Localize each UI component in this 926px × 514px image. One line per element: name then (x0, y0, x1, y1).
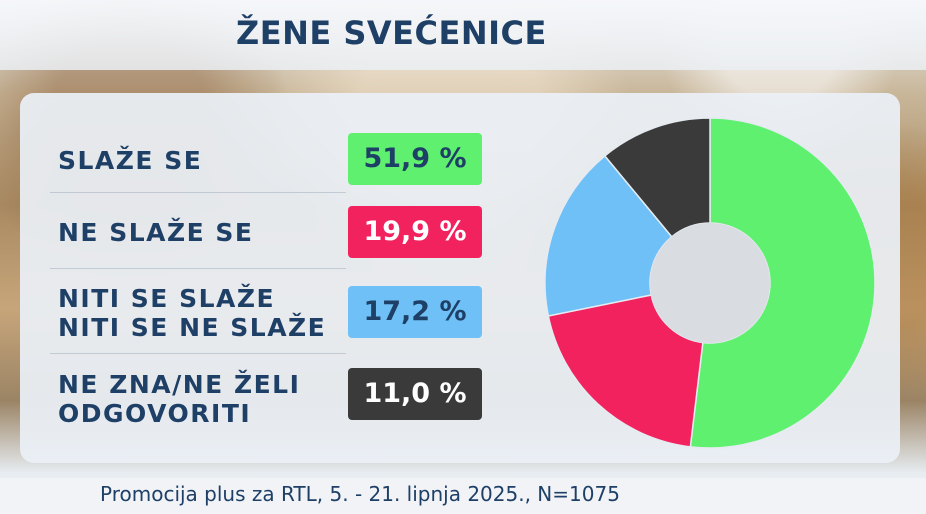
row-label-dont-know-line1: NE ZNA/NE ŽELI (58, 370, 301, 399)
footer-band (0, 478, 926, 514)
chart-title: ŽENE SVEĆENICE (236, 14, 547, 52)
donut-chart (544, 117, 876, 449)
source-note: Promocija plus za RTL, 5. - 21. lipnja 2… (100, 482, 620, 506)
value-badge-dont-know: 11,0 % (348, 368, 482, 420)
row-label-dont-know-line2: ODGOVORITI (58, 399, 252, 428)
value-badge-neutral: 17,2 % (348, 286, 482, 338)
value-badge-agree: 51,9 % (348, 133, 482, 185)
row-label-agree: SLAŽE SE (58, 146, 203, 175)
value-badge-disagree: 19,9 % (348, 206, 482, 258)
row-divider (50, 192, 346, 193)
row-divider (50, 268, 346, 269)
row-label-disagree: NE SLAŽE SE (58, 218, 254, 247)
title-band (0, 0, 926, 70)
row-divider (50, 353, 346, 354)
row-label-neutral-line2: NITI SE NE SLAŽE (58, 313, 327, 342)
donut-hole (650, 223, 770, 343)
row-label-neutral-line1: NITI SE SLAŽE (58, 284, 276, 313)
